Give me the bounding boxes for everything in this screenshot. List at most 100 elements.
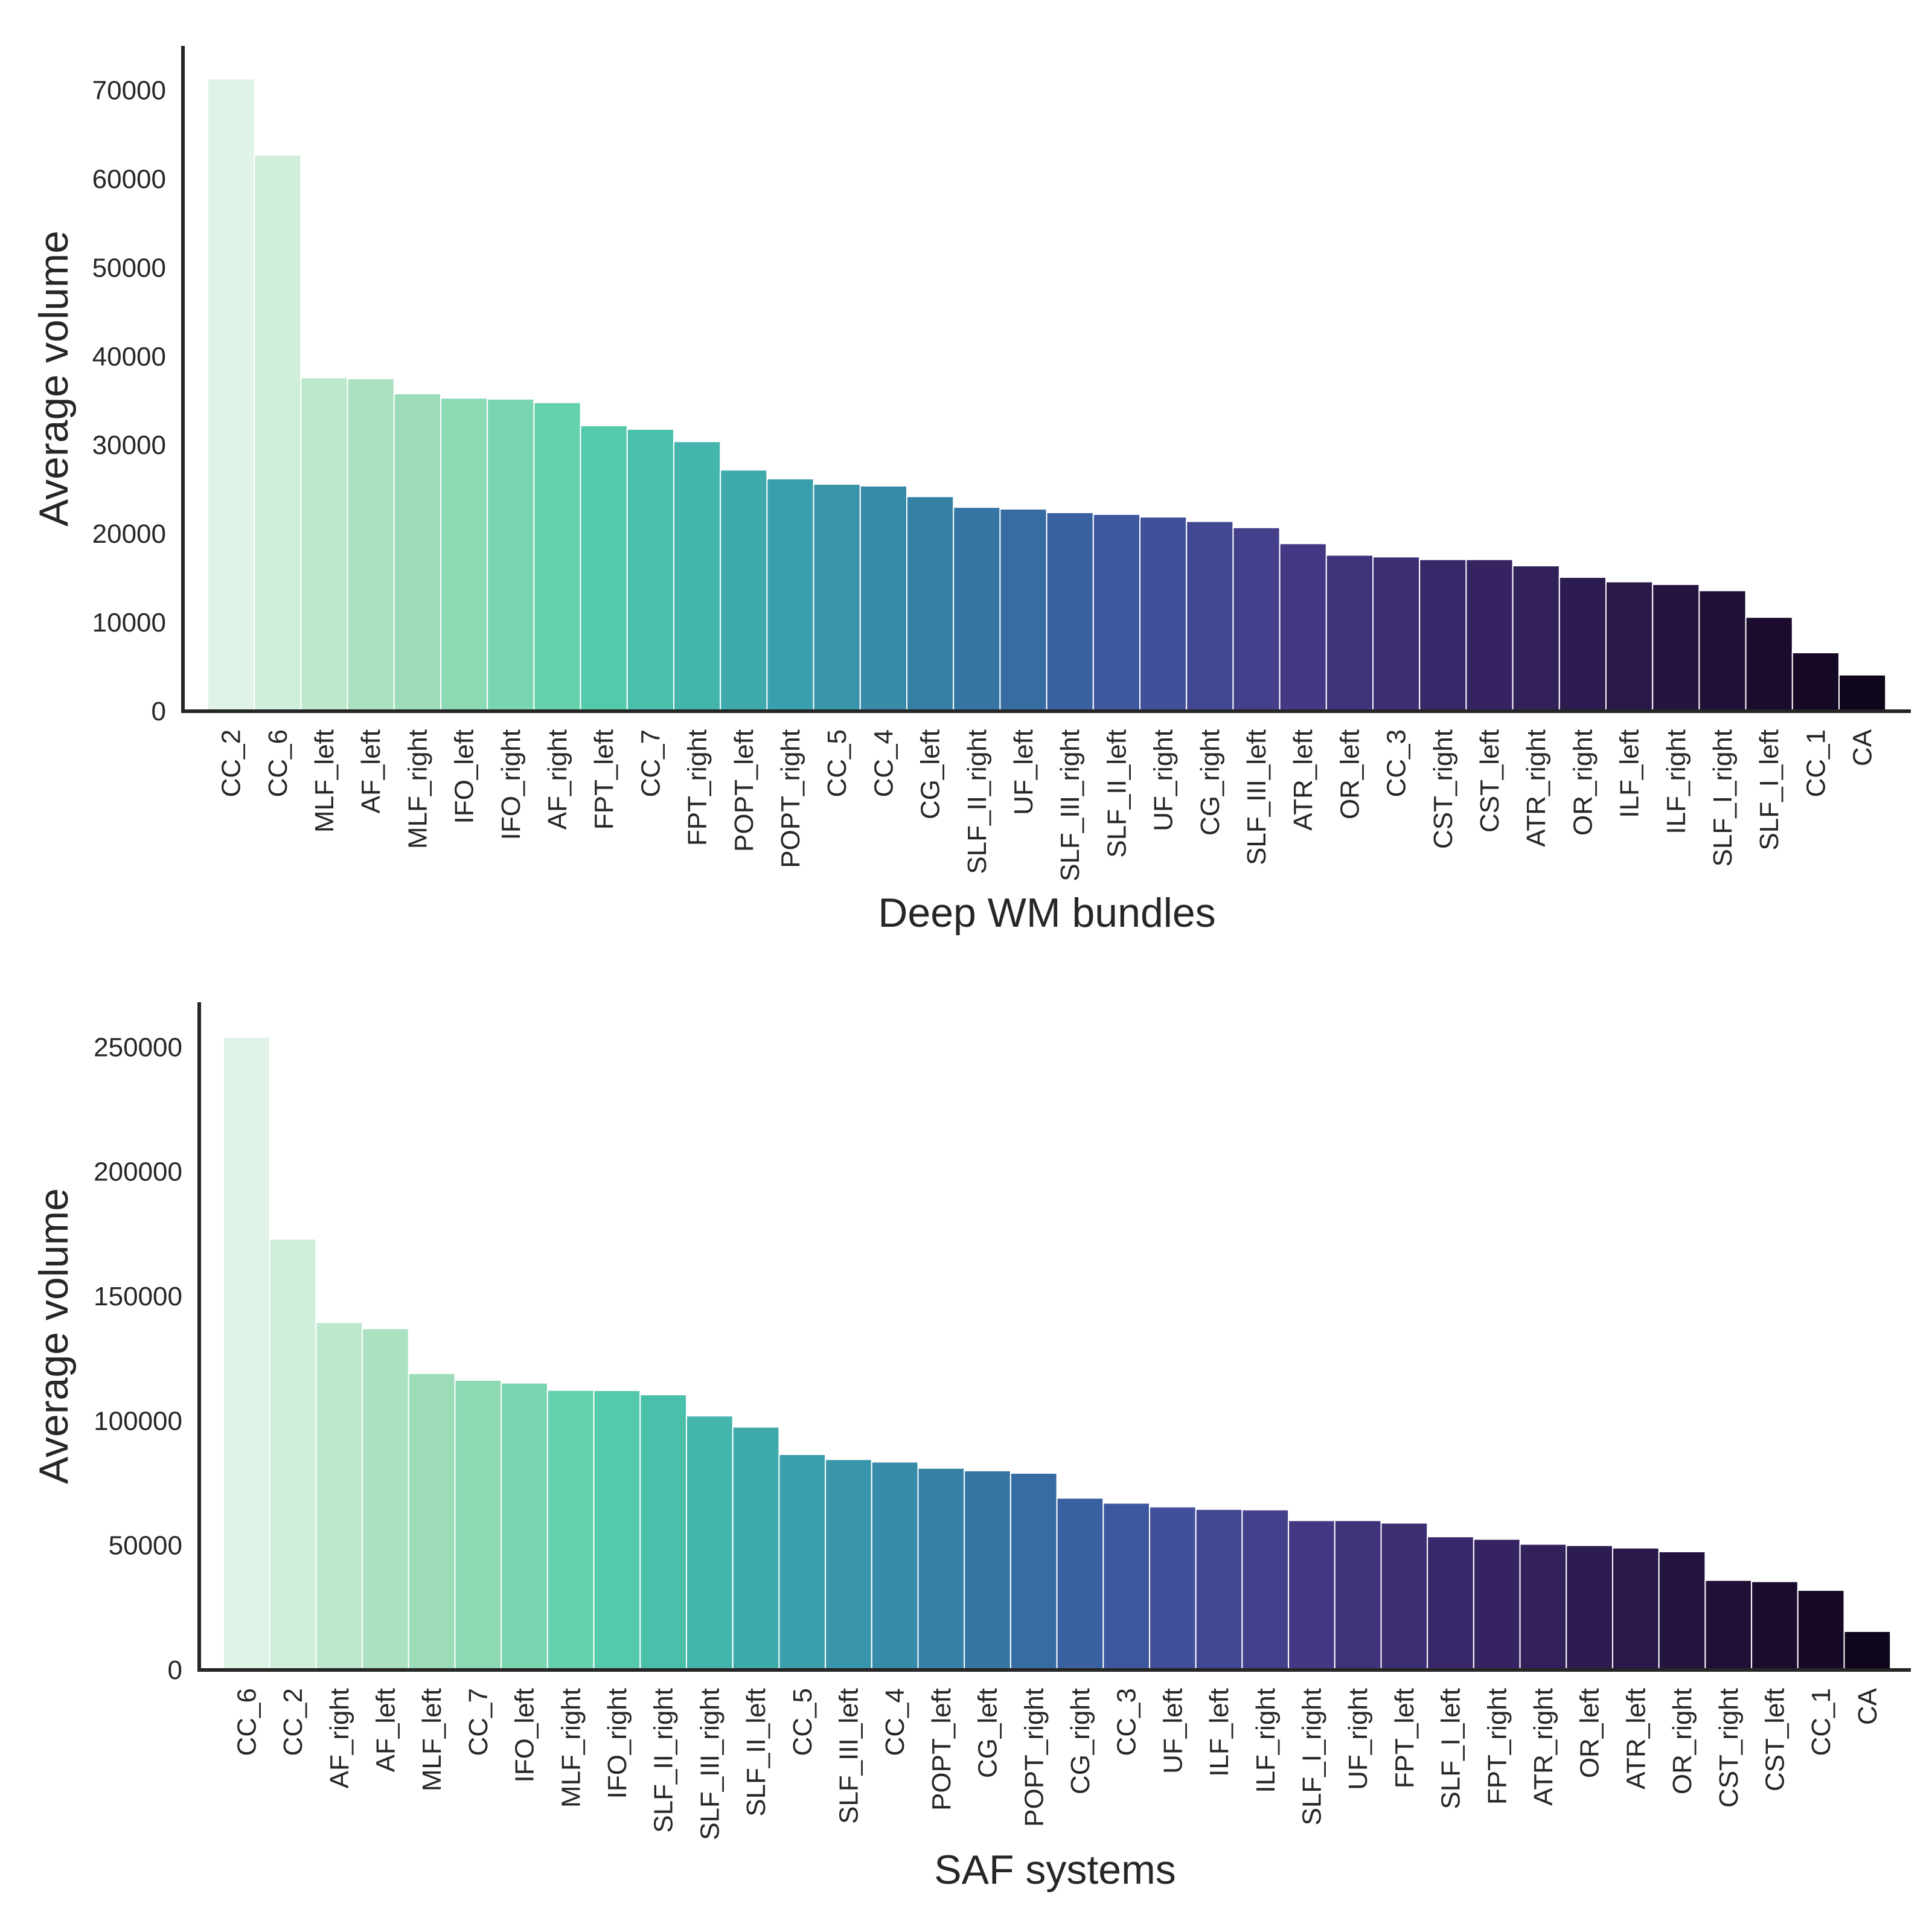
y-tick-label: 0 (152, 697, 166, 726)
y-tick-label: 70000 (92, 76, 166, 106)
bar-uf-left (999, 508, 1048, 712)
x-tick-label: CC_6 (263, 729, 293, 798)
bar-ilf-left (1195, 1508, 1243, 1671)
bar-cc-6 (223, 1036, 270, 1671)
x-axis-ticks: CC_2 CC_6 MLF_left AF_left MLF_right IFO_left… (217, 729, 1878, 881)
x-axis-title: Deep WM bundles (878, 890, 1215, 936)
bar-fpt-right (673, 441, 721, 712)
x-tick-label: CC_4 (869, 729, 898, 798)
x-tick-label: ATR_right (1529, 1688, 1558, 1806)
bar-mlf-left (408, 1372, 456, 1671)
bar-popt-right (1009, 1473, 1058, 1671)
x-tick-label: SLF_III_left (834, 1688, 863, 1824)
x-tick-label: SLF_II_left (1102, 729, 1131, 858)
bar-cc-7 (454, 1380, 502, 1671)
x-tick-label: SLF_III_right (695, 1688, 724, 1840)
x-tick-label: OR_right (1568, 729, 1598, 836)
bar-cc-7 (626, 428, 675, 712)
x-tick-label: SLF_I_right (1708, 729, 1738, 866)
y-tick-label: 0 (168, 1655, 182, 1685)
bar-slf-i-right (1698, 590, 1747, 712)
x-tick-label: ATR_left (1621, 1688, 1651, 1790)
x-tick-label: CG_left (973, 1688, 1003, 1778)
bar-cc-5 (813, 483, 861, 712)
x-tick-label: CC_2 (278, 1688, 308, 1756)
x-tick-label: CC_6 (232, 1688, 261, 1756)
bar-ifo-right (487, 398, 535, 712)
y-tick-label: 40000 (92, 342, 166, 371)
x-tick-label: AF_right (325, 1688, 354, 1788)
x-tick-label: IFO_left (510, 1688, 540, 1783)
x-tick-label: UF_left (1009, 729, 1038, 815)
x-tick-label: ILF_left (1204, 1688, 1234, 1777)
bar-slf-i-left (1427, 1536, 1474, 1671)
x-tick-label: CA (1848, 729, 1878, 766)
bar-ca (1843, 1631, 1892, 1671)
x-tick-label: ILF_right (1251, 1688, 1281, 1793)
x-tick-label: CST_right (1428, 729, 1458, 849)
y-tick-label: 10000 (92, 608, 166, 638)
y-tick-label: 30000 (92, 430, 166, 460)
x-tick-label: UF_right (1149, 729, 1179, 831)
y-tick-label: 150000 (94, 1282, 182, 1311)
bar-cc-3 (1372, 556, 1421, 712)
chart-deep-wm-bundles: 0 10000 20000 30000 40000 50000 60000 70000 CC_… (31, 46, 1911, 936)
bar-or-right (1658, 1551, 1706, 1671)
x-axis-ticks: CC_6 CC_2 AF_right AF_left MLF_left CC_7 IFO_l… (232, 1687, 1882, 1840)
bar-slf-i-left (1745, 616, 1793, 712)
bar-ilf-right (1241, 1509, 1290, 1671)
bar-or-left (1566, 1544, 1614, 1671)
bar-group (223, 1036, 1892, 1671)
y-axis-ticks: 0 10000 20000 30000 40000 50000 60000 70000 (92, 76, 166, 727)
x-tick-label: CC_3 (1382, 729, 1412, 798)
x-tick-label: CG_left (916, 729, 945, 819)
bar-ifo-left (501, 1382, 548, 1671)
bar-slf-ii-right (639, 1394, 688, 1671)
x-tick-label: ATR_right (1521, 729, 1551, 847)
x-tick-label: CC_1 (1806, 1688, 1836, 1756)
bar-uf-left (1149, 1506, 1197, 1671)
y-tick-label: 250000 (94, 1032, 182, 1062)
x-tick-label: UF_left (1158, 1688, 1188, 1774)
y-tick-label: 20000 (92, 519, 166, 549)
bar-or-right (1558, 577, 1607, 712)
bar-af-right (315, 1322, 363, 1671)
bar-cc-1 (1797, 1589, 1845, 1671)
x-tick-label: AF_left (371, 1688, 401, 1772)
x-tick-label: POPT_left (927, 1688, 956, 1811)
bar-ilf-right (1652, 583, 1700, 712)
bar-cc-2 (269, 1238, 317, 1671)
bar-uf-right (1334, 1520, 1382, 1671)
bar-atr-left (1612, 1547, 1660, 1671)
x-tick-label: FPT_right (683, 729, 712, 846)
bar-cst-right (1704, 1579, 1753, 1671)
y-axis-title: Average volume (31, 1188, 77, 1484)
x-tick-label: MLF_right (403, 729, 432, 849)
bar-slf-ii-left (1092, 513, 1141, 712)
x-tick-label: ATR_left (1288, 729, 1318, 831)
bar-uf-right (1139, 516, 1188, 712)
y-tick-label: 50000 (109, 1531, 182, 1561)
x-tick-label: UF_right (1343, 1688, 1373, 1790)
x-tick-label: CG_right (1066, 1688, 1095, 1794)
y-tick-label: 100000 (94, 1406, 182, 1436)
x-tick-label: CC_1 (1801, 729, 1831, 798)
bar-popt-left (917, 1467, 965, 1671)
x-tick-label: OR_left (1575, 1688, 1605, 1778)
x-tick-label: CC_4 (880, 1688, 910, 1756)
x-tick-label: CC_5 (788, 1688, 817, 1756)
bar-cst-right (1419, 558, 1467, 712)
bar-cc-2 (207, 78, 255, 712)
bar-popt-right (766, 478, 814, 712)
bar-ifo-right (593, 1390, 641, 1671)
x-tick-label: CST_left (1475, 729, 1505, 833)
x-tick-label: CC_7 (636, 729, 665, 798)
x-tick-label: SLF_II_left (741, 1688, 771, 1817)
y-axis-ticks: 0 50000 100000 150000 200000 250000 (94, 1032, 182, 1685)
bar-slf-i-right (1288, 1520, 1335, 1671)
bar-cg-right (1186, 520, 1234, 712)
x-tick-label: MLF_right (556, 1688, 586, 1808)
x-tick-label: SLF_III_right (1055, 729, 1085, 881)
y-tick-label: 60000 (92, 164, 166, 194)
